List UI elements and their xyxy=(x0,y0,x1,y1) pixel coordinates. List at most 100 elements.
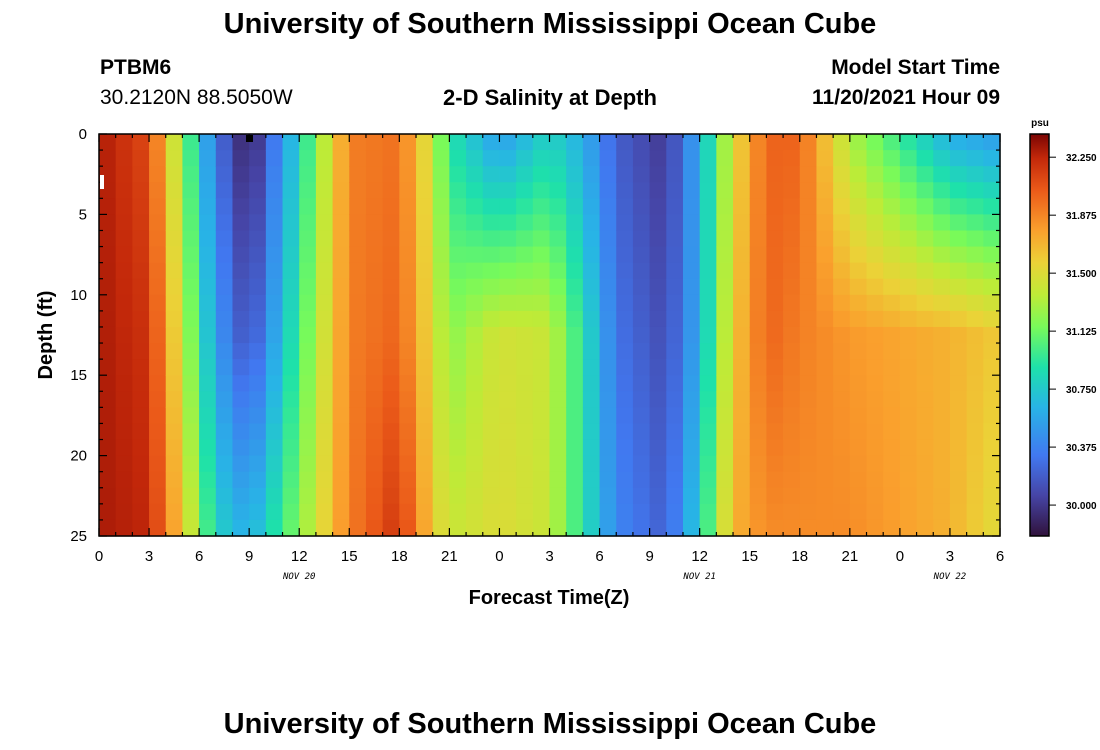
heatmap-cell xyxy=(582,150,601,167)
x-axis-title: Forecast Time(Z) xyxy=(469,587,630,609)
heatmap-cell xyxy=(749,407,768,425)
heatmap-cell xyxy=(632,503,651,521)
heatmap-cell xyxy=(299,343,317,360)
heatmap-cell xyxy=(416,166,434,183)
heatmap-cell xyxy=(282,343,300,360)
x-tick-label: 3 xyxy=(946,548,954,565)
heatmap-cell xyxy=(833,343,851,360)
heatmap-cell xyxy=(282,150,300,167)
heatmap-cell xyxy=(582,391,601,408)
heatmap-cell xyxy=(149,471,167,489)
heatmap-cell xyxy=(666,150,684,167)
heatmap-cell xyxy=(265,230,284,248)
heatmap-cell xyxy=(482,278,501,296)
heatmap-cell xyxy=(866,519,884,537)
heatmap-cell xyxy=(549,423,567,441)
heatmap-cell xyxy=(365,407,384,425)
heatmap-cell xyxy=(215,310,234,328)
heatmap-cell xyxy=(249,439,267,457)
x-tick-label: 9 xyxy=(645,548,653,565)
heatmap-cell xyxy=(766,519,784,537)
heatmap-cell xyxy=(682,246,701,264)
y-axis-title: Depth (ft) xyxy=(35,291,57,380)
heatmap-cell xyxy=(215,407,234,425)
heatmap-cell xyxy=(349,294,367,312)
heatmap-cell xyxy=(699,439,717,457)
colorbar-tick-label: 31.125 xyxy=(1066,327,1097,338)
heatmap-cell xyxy=(733,503,751,521)
heatmap-cell xyxy=(399,230,417,248)
heatmap-cell xyxy=(899,262,918,280)
heatmap-cell xyxy=(983,246,1001,264)
heatmap-cell xyxy=(466,310,484,328)
heatmap-cell xyxy=(115,262,133,280)
heatmap-cell xyxy=(682,166,701,183)
heatmap-cell xyxy=(866,294,884,312)
heatmap-cell xyxy=(132,246,150,264)
heatmap-cell xyxy=(733,278,751,296)
heatmap-cell xyxy=(466,343,484,360)
heatmap-cell xyxy=(115,134,133,151)
heatmap-cell xyxy=(132,278,150,296)
heatmap-cell xyxy=(966,503,984,521)
heatmap-cell xyxy=(766,182,784,199)
heatmap-cell xyxy=(315,294,334,312)
heatmap-cell xyxy=(599,214,617,232)
heatmap-cell xyxy=(849,182,868,199)
heatmap-cell xyxy=(482,375,501,392)
heatmap-cell xyxy=(132,503,150,521)
heatmap-cell xyxy=(332,423,350,441)
heatmap-cell xyxy=(199,471,217,489)
heatmap-cell xyxy=(349,166,367,183)
heatmap-cell xyxy=(432,310,450,328)
heatmap-cell xyxy=(866,262,884,280)
heatmap-cell xyxy=(249,407,267,425)
heatmap-cell xyxy=(916,150,934,167)
heatmap-cell xyxy=(766,455,784,473)
x-tick-label: 18 xyxy=(791,548,808,565)
heatmap-cell xyxy=(115,439,133,457)
heatmap-cell xyxy=(949,166,968,183)
heatmap-cell xyxy=(215,166,234,183)
heatmap-cell xyxy=(182,471,200,489)
heatmap-cell xyxy=(632,278,651,296)
heatmap-cell xyxy=(482,182,501,199)
heatmap-cell xyxy=(232,214,250,232)
heatmap-cell xyxy=(349,423,367,441)
heatmap-cell xyxy=(432,294,450,312)
heatmap-cell xyxy=(382,198,400,215)
heatmap-cell xyxy=(332,359,350,376)
heatmap-cell xyxy=(282,359,300,376)
heatmap-cell xyxy=(799,214,818,232)
x-tick-label: 21 xyxy=(841,548,858,565)
heatmap-cell xyxy=(282,503,300,521)
heatmap-cell xyxy=(649,278,667,296)
heatmap-cell xyxy=(315,343,334,360)
heatmap-cell xyxy=(733,246,751,264)
heatmap-cell xyxy=(365,439,384,457)
heatmap-cell xyxy=(616,423,634,441)
heatmap-cell xyxy=(482,343,501,360)
heatmap-cell xyxy=(332,503,350,521)
heatmap-cell xyxy=(182,166,200,183)
heatmap-cell xyxy=(232,294,250,312)
heatmap-cell xyxy=(566,278,584,296)
heatmap-cell xyxy=(833,294,851,312)
heatmap-cell xyxy=(849,439,868,457)
heatmap-cell xyxy=(983,294,1001,312)
heatmap-cell xyxy=(632,182,651,199)
heatmap-cell xyxy=(682,407,701,425)
heatmap-cell xyxy=(365,487,384,505)
heatmap-cell xyxy=(232,150,250,167)
heatmap-cell xyxy=(265,214,284,232)
heatmap-cell xyxy=(532,246,551,264)
heatmap-cell xyxy=(766,375,784,392)
heatmap-cell xyxy=(566,503,584,521)
heatmap-cell xyxy=(215,391,234,408)
heatmap-cell xyxy=(816,471,834,489)
heatmap-cell xyxy=(482,134,501,151)
heatmap-cell xyxy=(849,359,868,376)
heatmap-cell xyxy=(215,198,234,215)
heatmap-cell xyxy=(332,166,350,183)
heatmap-cell xyxy=(449,134,467,151)
